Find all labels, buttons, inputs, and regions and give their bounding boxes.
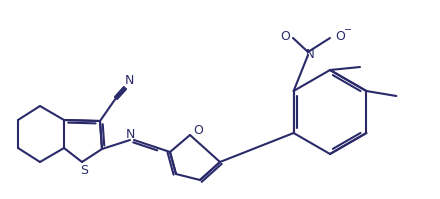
Text: N: N	[125, 129, 135, 141]
Text: N: N	[306, 49, 314, 61]
Text: O: O	[280, 29, 290, 43]
Text: N: N	[125, 74, 134, 88]
Text: S: S	[80, 164, 88, 177]
Text: O: O	[335, 29, 345, 43]
Text: −: −	[344, 25, 352, 35]
Text: O: O	[193, 124, 203, 137]
